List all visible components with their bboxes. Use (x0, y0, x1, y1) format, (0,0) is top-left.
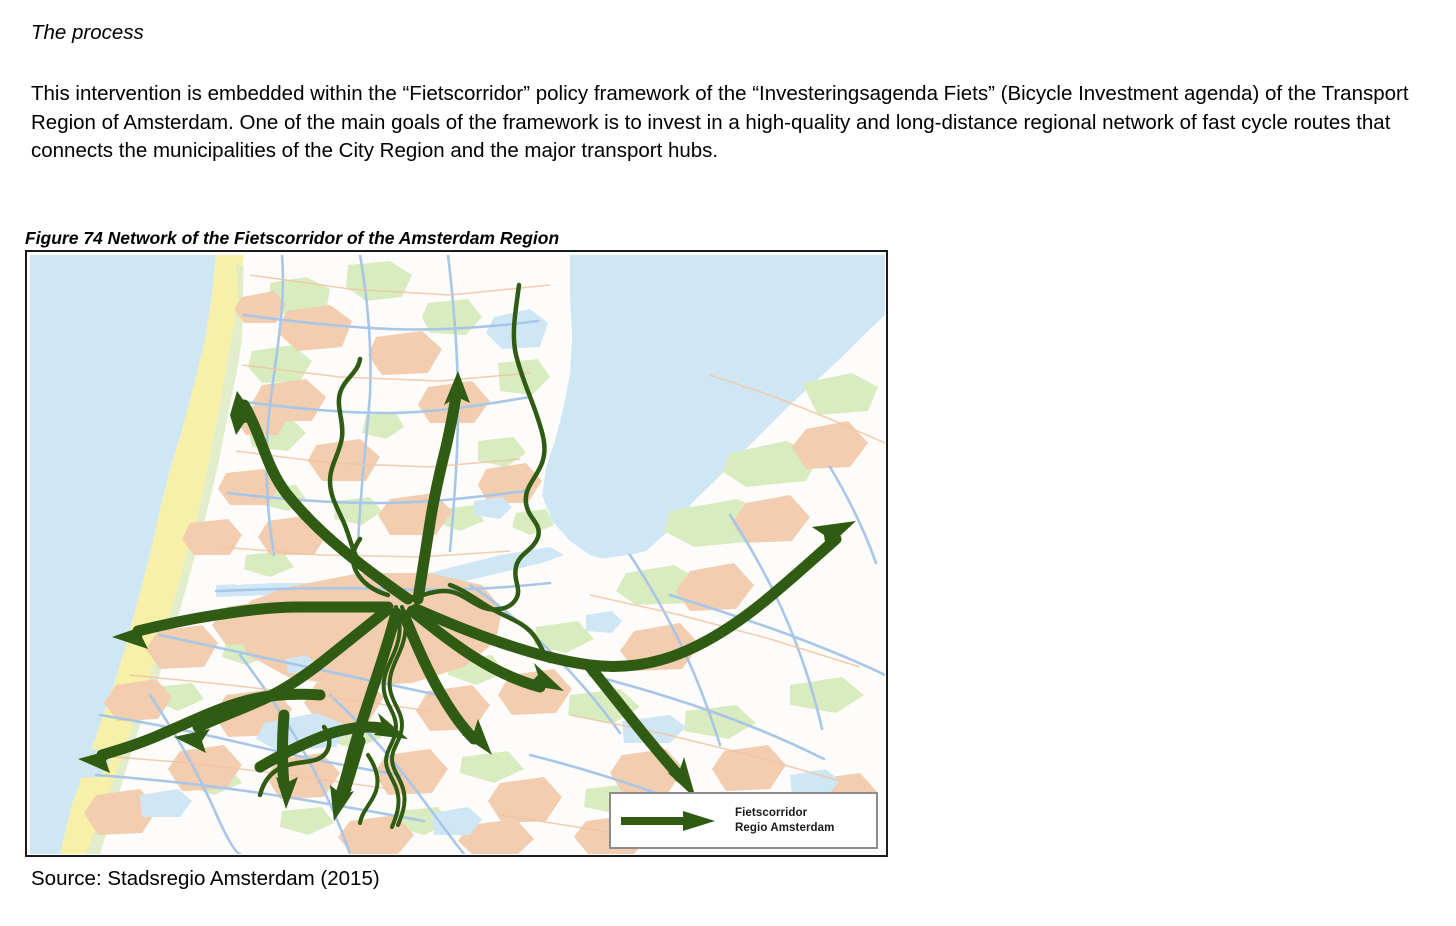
fietscorridor-network (78, 282, 856, 829)
corridor-route-amstel-thin (387, 605, 408, 827)
corridor-w-arrowhead (112, 625, 148, 649)
map-legend: Fietscorridor Regio Amsterdam (609, 792, 878, 849)
corridor-e-shaft (406, 605, 546, 693)
corridor-e-arrowhead (528, 663, 564, 691)
corridor-n-shaft (412, 389, 462, 605)
corridor-sw-long-shaft (96, 688, 326, 761)
corridor-se-long-shaft (584, 661, 686, 783)
corridor-nw-shaft (238, 399, 414, 605)
figure-source: Source: Stadsregio Amsterdam (2015) (31, 867, 380, 890)
corridor-ene-shaft (410, 533, 842, 672)
corridor-amstel-wiggle (358, 753, 380, 825)
figure-caption: Figure 74 Network of the Fietscorridor o… (25, 228, 560, 248)
flevoland-polder (690, 315, 885, 555)
corridor-n-arrowhead (444, 371, 470, 405)
north-sea-water (30, 255, 216, 854)
corridor-lower-mid-arrowhead (374, 713, 408, 739)
corridor-sw-shaft (192, 605, 392, 733)
corridor-sw-long-arrowhead (78, 749, 114, 773)
legend-line-2: Regio Amsterdam (735, 821, 835, 834)
corridor-sw-arrowhead (174, 729, 210, 753)
corridor-hoofddorp-shaft (336, 735, 366, 805)
corridor-route-amstel-thin-2 (381, 605, 402, 829)
corridor-route-hub-loop-thin (350, 536, 391, 598)
amsterdam-region-map-svg (30, 255, 885, 854)
corridor-lake-loop-thin (257, 724, 332, 798)
corridor-w-shaft (132, 601, 394, 637)
dune-sand-strip (60, 255, 244, 854)
corridor-schiphol-arrowhead (276, 777, 298, 809)
corridor-hoofddorp-arrowhead (332, 787, 354, 821)
corridor-ene-arrowhead (812, 521, 856, 549)
corridor-schiphol-shaft (277, 709, 290, 791)
corridor-se-arrowhead (462, 719, 492, 755)
corridor-se-shaft (398, 609, 480, 745)
map-image: Fietscorridor Regio Amsterdam (30, 255, 885, 854)
corridor-se-long-arrowhead (668, 757, 696, 799)
legend-arrow-icon (621, 810, 715, 831)
corridor-nw-arrowhead (230, 391, 258, 435)
corridor-route-gooi-thin (447, 582, 553, 664)
ijmeer-markermeer-water (542, 255, 885, 563)
body-paragraph: This intervention is embedded within the… (31, 82, 1409, 162)
legend-text-block: Fietscorridor Regio Amsterdam (735, 806, 835, 835)
dune-inner-green (86, 265, 252, 854)
section-heading: The process (31, 21, 144, 44)
legend-line-1: Fietscorridor (735, 807, 808, 819)
corridor-route-waterland-thin (405, 282, 547, 612)
figure-frame: Fietscorridor Regio Amsterdam (25, 250, 888, 857)
